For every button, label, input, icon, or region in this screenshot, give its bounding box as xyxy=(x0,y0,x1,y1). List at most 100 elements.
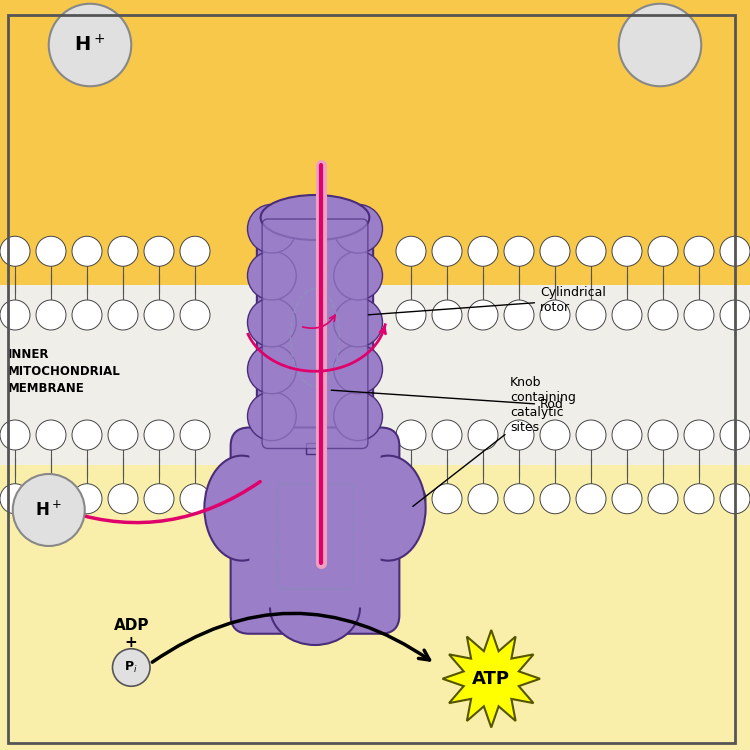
Circle shape xyxy=(108,300,138,330)
FancyBboxPatch shape xyxy=(256,217,373,458)
Circle shape xyxy=(144,300,174,330)
Circle shape xyxy=(612,484,642,514)
Circle shape xyxy=(180,300,210,330)
Ellipse shape xyxy=(248,392,296,440)
FancyBboxPatch shape xyxy=(0,0,750,285)
Circle shape xyxy=(720,236,750,266)
Ellipse shape xyxy=(334,345,382,394)
Circle shape xyxy=(576,420,606,450)
FancyBboxPatch shape xyxy=(262,219,368,448)
Ellipse shape xyxy=(248,251,296,300)
Circle shape xyxy=(108,236,138,266)
Circle shape xyxy=(648,236,678,266)
Circle shape xyxy=(576,236,606,266)
Circle shape xyxy=(108,420,138,450)
Circle shape xyxy=(72,420,102,450)
Text: Cylindrical
rotor: Cylindrical rotor xyxy=(368,286,606,315)
Circle shape xyxy=(648,484,678,514)
Circle shape xyxy=(576,484,606,514)
Circle shape xyxy=(108,484,138,514)
FancyBboxPatch shape xyxy=(0,285,750,750)
Circle shape xyxy=(684,484,714,514)
Ellipse shape xyxy=(334,298,382,347)
Circle shape xyxy=(612,300,642,330)
Circle shape xyxy=(684,300,714,330)
Ellipse shape xyxy=(334,251,382,300)
Circle shape xyxy=(180,484,210,514)
Ellipse shape xyxy=(248,205,296,254)
FancyBboxPatch shape xyxy=(249,446,381,608)
Circle shape xyxy=(180,420,210,450)
Circle shape xyxy=(432,484,462,514)
Circle shape xyxy=(432,300,462,330)
Circle shape xyxy=(648,300,678,330)
Circle shape xyxy=(468,420,498,450)
FancyBboxPatch shape xyxy=(231,427,399,634)
Circle shape xyxy=(468,300,498,330)
Circle shape xyxy=(540,484,570,514)
Circle shape xyxy=(0,300,30,330)
Circle shape xyxy=(396,484,426,514)
Circle shape xyxy=(180,236,210,266)
Circle shape xyxy=(504,236,534,266)
Circle shape xyxy=(540,300,570,330)
Circle shape xyxy=(619,4,701,86)
Circle shape xyxy=(144,484,174,514)
Circle shape xyxy=(72,300,102,330)
Circle shape xyxy=(612,236,642,266)
Text: Knob
containing
catalytic
sites: Knob containing catalytic sites xyxy=(413,376,576,506)
Text: Rod: Rod xyxy=(332,390,564,412)
Polygon shape xyxy=(442,630,540,728)
Ellipse shape xyxy=(334,392,382,440)
Circle shape xyxy=(36,300,66,330)
Circle shape xyxy=(72,236,102,266)
Circle shape xyxy=(576,300,606,330)
Circle shape xyxy=(396,300,426,330)
Circle shape xyxy=(36,420,66,450)
Circle shape xyxy=(36,236,66,266)
Circle shape xyxy=(684,236,714,266)
Circle shape xyxy=(0,484,30,514)
Circle shape xyxy=(0,420,30,450)
Text: H$^+$: H$^+$ xyxy=(35,500,62,520)
Circle shape xyxy=(540,420,570,450)
Circle shape xyxy=(684,420,714,450)
FancyBboxPatch shape xyxy=(0,285,750,465)
Circle shape xyxy=(49,4,131,86)
Ellipse shape xyxy=(248,298,296,347)
Ellipse shape xyxy=(204,456,279,561)
Circle shape xyxy=(648,420,678,450)
Circle shape xyxy=(720,420,750,450)
Circle shape xyxy=(504,300,534,330)
Circle shape xyxy=(13,474,85,546)
Circle shape xyxy=(432,236,462,266)
Text: P$_i$: P$_i$ xyxy=(124,660,138,675)
Ellipse shape xyxy=(334,205,382,254)
Circle shape xyxy=(112,649,150,686)
Circle shape xyxy=(612,420,642,450)
Text: INNER
MITOCHONDRIAL
MEMBRANE: INNER MITOCHONDRIAL MEMBRANE xyxy=(8,348,120,394)
Ellipse shape xyxy=(261,195,369,240)
Circle shape xyxy=(396,420,426,450)
FancyBboxPatch shape xyxy=(306,442,324,454)
Circle shape xyxy=(720,300,750,330)
Ellipse shape xyxy=(350,456,425,561)
Circle shape xyxy=(540,236,570,266)
Circle shape xyxy=(36,484,66,514)
Text: ADP
+: ADP + xyxy=(113,617,149,650)
Circle shape xyxy=(0,236,30,266)
Circle shape xyxy=(468,484,498,514)
Text: ATP: ATP xyxy=(472,670,510,688)
Circle shape xyxy=(396,236,426,266)
Circle shape xyxy=(144,236,174,266)
Circle shape xyxy=(504,484,534,514)
Circle shape xyxy=(720,484,750,514)
Circle shape xyxy=(504,420,534,450)
Circle shape xyxy=(468,236,498,266)
Circle shape xyxy=(432,420,462,450)
Circle shape xyxy=(144,420,174,450)
Circle shape xyxy=(72,484,102,514)
Ellipse shape xyxy=(248,345,296,394)
Ellipse shape xyxy=(270,570,360,645)
Text: H$^+$: H$^+$ xyxy=(74,34,106,56)
